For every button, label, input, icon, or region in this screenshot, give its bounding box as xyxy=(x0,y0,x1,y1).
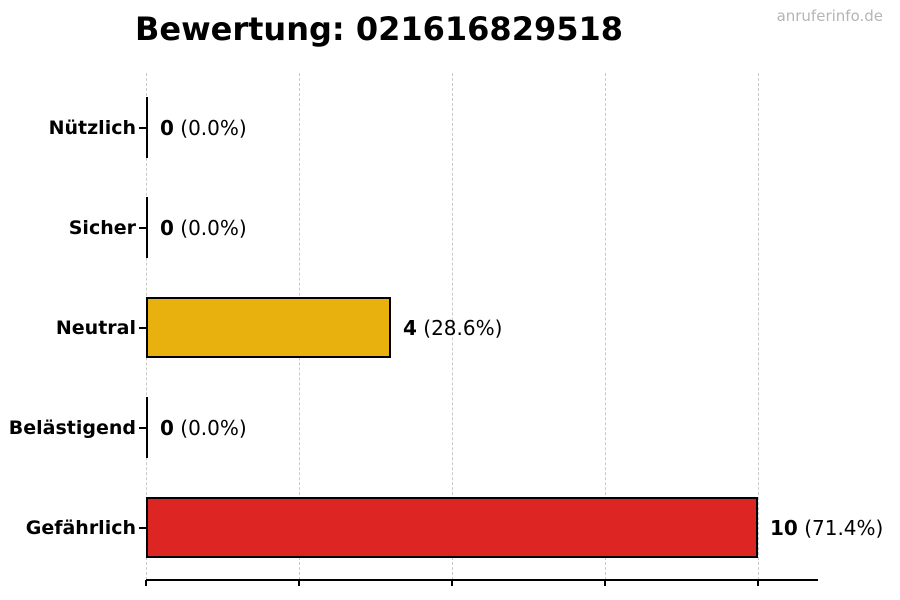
value-label: 0 (0.0%) xyxy=(160,214,247,242)
value-count: 0 xyxy=(160,415,174,440)
category-label: Neutral xyxy=(55,316,136,339)
x-axis-tick xyxy=(757,580,759,586)
bar xyxy=(146,397,148,458)
category-label: Nützlich xyxy=(48,116,136,139)
x-axis-line xyxy=(146,579,818,581)
y-axis-tick xyxy=(139,126,146,129)
watermark: anruferinfo.de xyxy=(776,7,883,25)
gridline xyxy=(451,73,453,580)
bar xyxy=(146,197,148,258)
bar xyxy=(146,97,148,158)
chart-title: Bewertung: 021616829518 xyxy=(134,10,624,48)
value-percent: (0.0%) xyxy=(173,215,247,240)
value-count: 0 xyxy=(160,115,174,140)
category-label: Sicher xyxy=(68,216,136,239)
y-axis-tick xyxy=(139,526,146,529)
category-label: Belästigend xyxy=(8,416,136,439)
value-percent: (28.6%) xyxy=(416,315,503,340)
value-label: 0 (0.0%) xyxy=(160,414,247,442)
value-label: 0 (0.0%) xyxy=(160,114,247,142)
y-axis-tick xyxy=(139,426,146,429)
value-label: 10 (71.4%) xyxy=(770,514,883,542)
value-count: 0 xyxy=(160,215,174,240)
gridline xyxy=(604,73,606,580)
category-label: Gefährlich xyxy=(25,516,136,539)
value-count: 4 xyxy=(403,315,417,340)
bar xyxy=(146,297,391,358)
value-percent: (0.0%) xyxy=(173,415,247,440)
x-axis-tick xyxy=(451,580,453,586)
y-axis-tick xyxy=(139,226,146,229)
y-axis-tick xyxy=(139,326,146,329)
x-axis-tick xyxy=(145,580,147,586)
value-label: 4 (28.6%) xyxy=(403,314,502,342)
bar xyxy=(146,497,758,558)
value-percent: (0.0%) xyxy=(173,115,247,140)
gridline xyxy=(757,73,759,580)
x-axis-tick xyxy=(604,580,606,586)
x-axis-tick xyxy=(298,580,300,586)
value-percent: (71.4%) xyxy=(797,515,884,540)
value-count: 10 xyxy=(770,515,798,540)
